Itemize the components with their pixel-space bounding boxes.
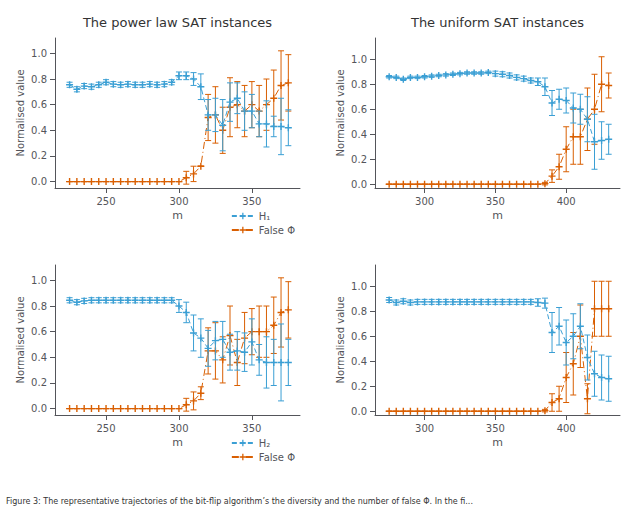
svg-text:0.2: 0.2 [31, 150, 47, 161]
svg-text:0.4: 0.4 [351, 356, 367, 367]
svg-text:False Φ: False Φ [259, 225, 295, 236]
svg-text:350: 350 [486, 196, 505, 207]
svg-text:H₂: H₂ [259, 438, 271, 449]
svg-text:False Φ: False Φ [259, 452, 295, 463]
svg-text:0.2: 0.2 [31, 377, 47, 388]
svg-text:m: m [492, 209, 503, 222]
svg-text:300: 300 [415, 423, 434, 434]
svg-text:250: 250 [96, 196, 115, 207]
svg-text:0.0: 0.0 [351, 179, 367, 190]
svg-text:350: 350 [242, 196, 261, 207]
svg-text:m: m [492, 436, 503, 449]
svg-text:m: m [172, 209, 183, 222]
svg-text:0.8: 0.8 [351, 306, 367, 317]
svg-text:300: 300 [169, 423, 188, 434]
svg-text:1.0: 1.0 [31, 48, 47, 59]
svg-text:Normalised value: Normalised value [15, 69, 26, 156]
svg-text:Normalised value: Normalised value [335, 69, 346, 156]
svg-text:1.0: 1.0 [31, 275, 47, 286]
svg-text:1.0: 1.0 [351, 54, 367, 65]
svg-text:0.2: 0.2 [351, 154, 367, 165]
svg-text:400: 400 [557, 196, 576, 207]
svg-text:350: 350 [242, 423, 261, 434]
svg-text:1.0: 1.0 [351, 281, 367, 292]
svg-text:0.0: 0.0 [351, 406, 367, 417]
svg-text:Normalised value: Normalised value [15, 296, 26, 383]
svg-text:m: m [172, 436, 183, 449]
svg-text:0.6: 0.6 [351, 331, 367, 342]
svg-text:0.8: 0.8 [31, 301, 47, 312]
svg-text:H₁: H₁ [259, 211, 271, 222]
svg-text:0.6: 0.6 [31, 326, 47, 337]
svg-text:0.8: 0.8 [31, 74, 47, 85]
svg-text:0.0: 0.0 [31, 403, 47, 414]
svg-text:0.2: 0.2 [351, 381, 367, 392]
svg-text:0.4: 0.4 [31, 352, 47, 363]
svg-text:The power law SAT instances: The power law SAT instances [82, 15, 272, 30]
svg-text:0.6: 0.6 [351, 104, 367, 115]
svg-text:350: 350 [486, 423, 505, 434]
svg-text:300: 300 [415, 196, 434, 207]
svg-text:Normalised value: Normalised value [335, 296, 346, 383]
svg-text:0.4: 0.4 [31, 125, 47, 136]
svg-text:300: 300 [169, 196, 188, 207]
svg-text:0.8: 0.8 [351, 79, 367, 90]
svg-text:400: 400 [557, 423, 576, 434]
svg-text:The uniform SAT instances: The uniform SAT instances [410, 15, 584, 30]
svg-text:Figure 3: The representative t: Figure 3: The representative trajectorie… [6, 497, 473, 506]
svg-text:0.6: 0.6 [31, 99, 47, 110]
svg-text:0.0: 0.0 [31, 176, 47, 187]
svg-text:0.4: 0.4 [351, 129, 367, 140]
svg-text:250: 250 [96, 423, 115, 434]
